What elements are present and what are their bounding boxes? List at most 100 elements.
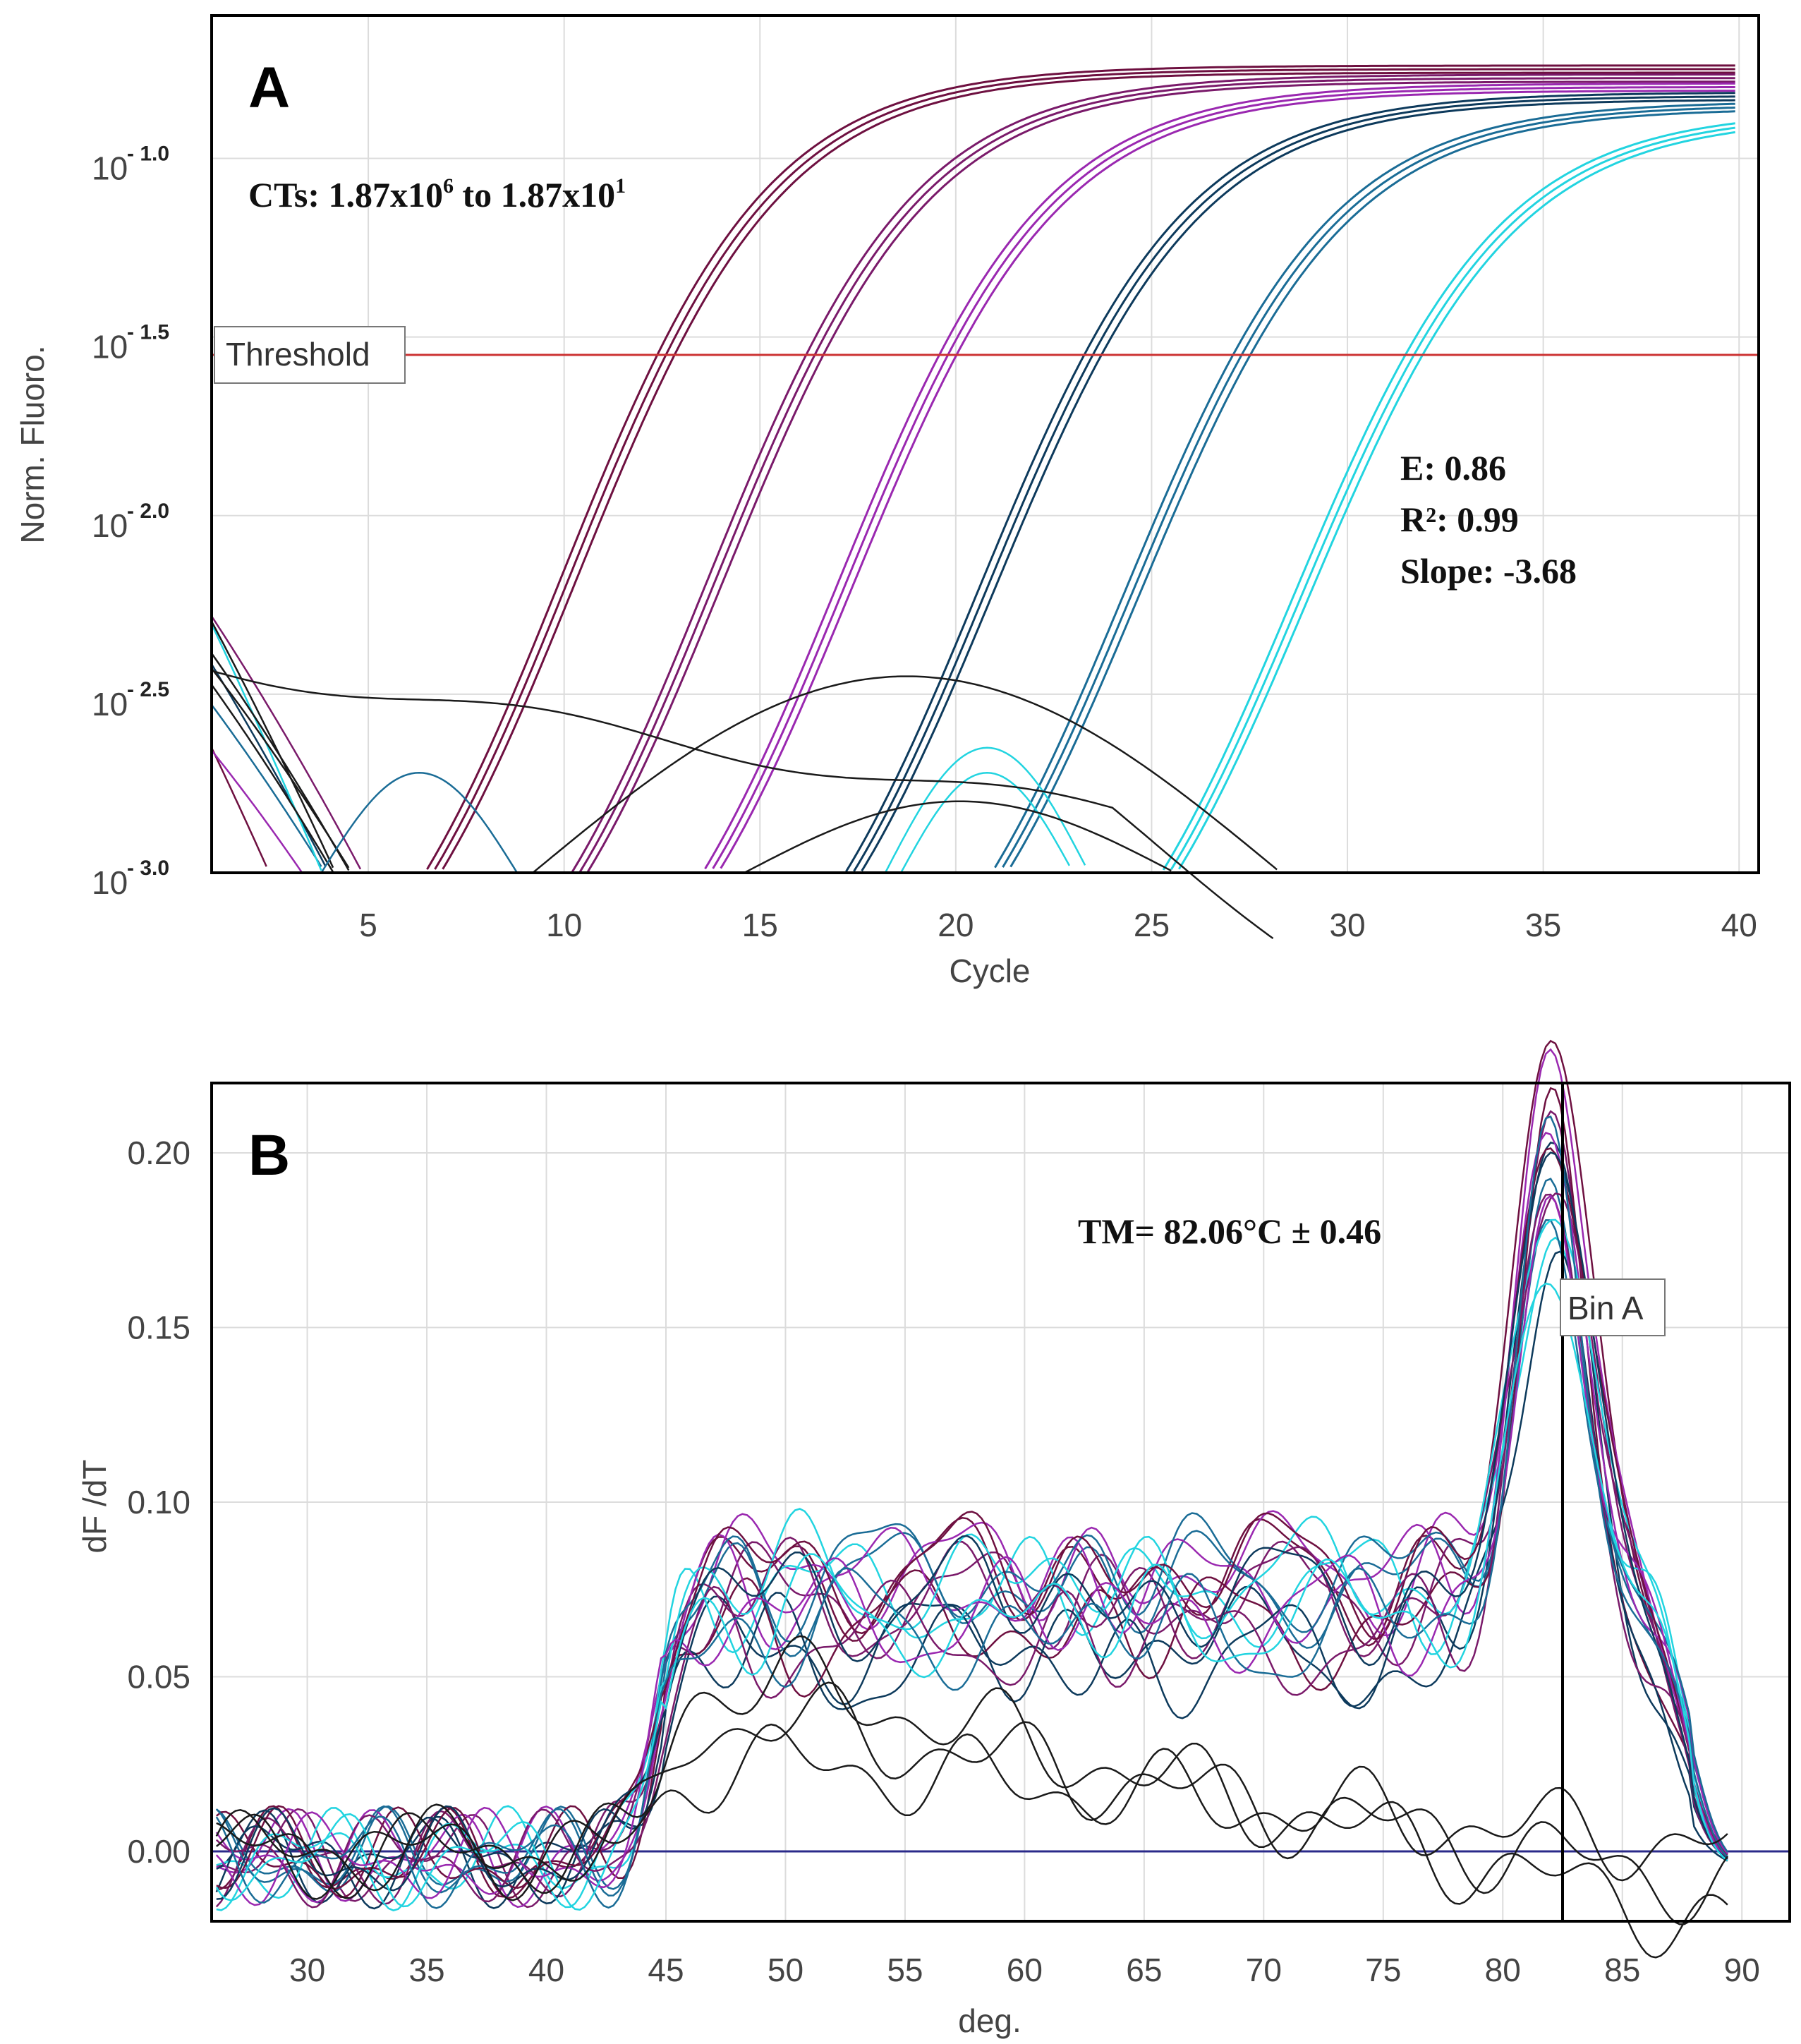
- threshold-label: Threshold: [226, 336, 370, 373]
- panel-b-x-tick-label: 85: [1604, 1952, 1640, 1988]
- panel-b-y-tick-label: 0.20: [127, 1135, 190, 1171]
- panel-a-y-axis-title: Norm. Fluoro.: [14, 345, 51, 543]
- melt-curve[interactable]: [215, 1193, 1728, 1909]
- melt-curve[interactable]: [215, 1115, 1728, 1909]
- panel-a-x-tick-label: 25: [1134, 907, 1170, 943]
- r-squared-annotation: R²: 0.99: [1400, 500, 1519, 539]
- baseline-hump[interactable]: [884, 746, 1086, 873]
- panel-a-y-tick-exponent: - 1.5: [127, 321, 169, 344]
- panel-b-x-tick-label: 30: [289, 1952, 325, 1988]
- melt-curve[interactable]: [215, 1250, 1728, 1910]
- amplification-curve[interactable]: [1178, 131, 1735, 870]
- amplification-curve[interactable]: [861, 99, 1735, 872]
- panel-b-label: B: [248, 1123, 290, 1187]
- bin-a-label-box: [1560, 1278, 1666, 1336]
- baseline-curve[interactable]: [210, 615, 362, 870]
- negative-control-melt-curve[interactable]: [216, 1635, 1728, 1959]
- melt-curve[interactable]: [216, 1151, 1728, 1900]
- amplification-curve[interactable]: [1002, 107, 1735, 868]
- panel-a-y-tick-exponent: - 2.0: [127, 500, 169, 523]
- panel-b-chart: Bin A 30 35 40 45 50 55 60 65 70 75 80 85 90 0.000.0…: [76, 1039, 1791, 2039]
- melt-curve[interactable]: [215, 1219, 1728, 1897]
- panel-b-y-tick-label: 0.00: [127, 1833, 190, 1870]
- panel-b-x-tick-label: 50: [768, 1952, 804, 1988]
- baseline-curve[interactable]: [210, 653, 350, 871]
- melt-curve[interactable]: [215, 1194, 1728, 1906]
- panel-a-x-ticks: 5 10 15 20 25 30 35 40: [359, 907, 1757, 943]
- efficiency-annotation: E: 0.86: [1400, 448, 1506, 488]
- amplification-curve[interactable]: [1009, 110, 1735, 868]
- panel-a-chart: Threshold 5 10 15 20 25 30 35 40 10- 1.010- 1.5…: [14, 14, 1760, 989]
- baseline-curve[interactable]: [210, 704, 322, 867]
- panel-a-y-ticks: 10- 1.010- 1.510- 2.010- 2.510- 3.0: [92, 143, 169, 902]
- amplification-curve[interactable]: [1162, 122, 1735, 871]
- panel-a-x-tick-label: 30: [1329, 907, 1365, 943]
- panel-a-y-tick-base: 10: [92, 150, 128, 187]
- panel-a-x-tick-label: 20: [938, 907, 974, 943]
- panel-b-x-tick-label: 80: [1485, 1952, 1521, 1988]
- panel-a-y-tick-exponent: - 2.5: [127, 678, 169, 701]
- panel-a-x-tick-label: 15: [742, 907, 778, 943]
- panel-a-x-tick-label: 40: [1721, 907, 1757, 943]
- amplification-curve[interactable]: [434, 68, 1735, 870]
- melt-curve[interactable]: [216, 1147, 1728, 1899]
- panel-b-x-axis-title: deg.: [958, 2002, 1021, 2039]
- baseline-hump[interactable]: [320, 772, 519, 873]
- baseline-hump[interactable]: [532, 675, 1278, 873]
- panel-b-y-axis-title: dF /dT: [76, 1460, 113, 1554]
- negative-control-melt-curve[interactable]: [215, 1681, 1728, 1925]
- amplification-curve[interactable]: [704, 82, 1735, 870]
- panel-b-x-tick-label: 70: [1246, 1952, 1282, 1988]
- baseline-curve[interactable]: [210, 684, 334, 873]
- panel-a-y-tick-base: 10: [92, 864, 128, 901]
- amplification-curve[interactable]: [853, 95, 1735, 872]
- amplification-curve[interactable]: [586, 80, 1735, 873]
- panel-b-x-tick-label: 65: [1126, 1952, 1162, 1988]
- melt-curve[interactable]: [215, 1282, 1728, 1911]
- melting-temperature-annotation: TM= 82.06°C ± 0.46: [1078, 1211, 1381, 1251]
- bin-a-label: Bin A: [1567, 1290, 1644, 1326]
- baseline-curve[interactable]: [210, 621, 334, 869]
- amplification-curve[interactable]: [578, 77, 1735, 873]
- baseline-curve[interactable]: [210, 663, 327, 866]
- ct-range-sup-low: 1: [615, 174, 626, 198]
- panel-b-y-tick-label: 0.15: [127, 1310, 190, 1346]
- baseline-curve[interactable]: [210, 747, 267, 867]
- slope-annotation: Slope: -3.68: [1400, 551, 1577, 591]
- ct-range-sup-high: 6: [443, 174, 454, 198]
- amplification-curve[interactable]: [571, 73, 1735, 873]
- panel-b-y-ticks: 0.00 0.05 0.10 0.15 0.20: [127, 1135, 190, 1870]
- panel-b-melt-curves: [215, 1039, 1728, 1959]
- ct-range-middle: to 1.87x10: [454, 175, 615, 214]
- panel-a-x-axis-title: Cycle: [949, 953, 1030, 989]
- threshold-label-box: [214, 326, 406, 384]
- ct-range-annotation: CTs: 1.87x106 to 1.87x101: [248, 174, 626, 214]
- ct-range-prefix: CTs: 1.87x10: [248, 175, 443, 214]
- panel-b-x-ticks: 30 35 40 45 50 55 60 65 70 75 80 85 90: [289, 1952, 1760, 1988]
- panel-b-x-tick-label: 40: [528, 1952, 564, 1988]
- amplification-curve[interactable]: [426, 64, 1735, 870]
- melt-curve[interactable]: [216, 1048, 1728, 1909]
- panel-a-x-tick-label: 35: [1525, 907, 1561, 943]
- amplification-curve[interactable]: [442, 71, 1735, 870]
- panel-a-x-tick-label: 10: [546, 907, 582, 943]
- amplification-curve[interactable]: [845, 92, 1735, 872]
- negative-control-melt-curve[interactable]: [216, 1723, 1728, 1901]
- amplification-curve[interactable]: [712, 86, 1735, 869]
- baseline-hump[interactable]: [744, 800, 1172, 874]
- amplification-curve[interactable]: [994, 102, 1735, 869]
- baseline-hump[interactable]: [900, 772, 1070, 873]
- panel-a-y-tick-exponent: - 1.0: [127, 143, 169, 166]
- amplification-curve[interactable]: [1170, 126, 1735, 871]
- panel-b-y-tick-label: 0.10: [127, 1484, 190, 1520]
- panel-b-x-tick-label: 60: [1007, 1952, 1043, 1988]
- panel-a-x-tick-label: 5: [359, 907, 377, 943]
- melt-curve[interactable]: [216, 1218, 1728, 1912]
- amplification-curve[interactable]: [720, 90, 1735, 869]
- baseline-curve[interactable]: [211, 749, 303, 873]
- panel-a-frame: [210, 14, 1760, 874]
- negative-control-curve[interactable]: [211, 670, 1274, 940]
- panel-a-y-tick-base: 10: [92, 329, 128, 365]
